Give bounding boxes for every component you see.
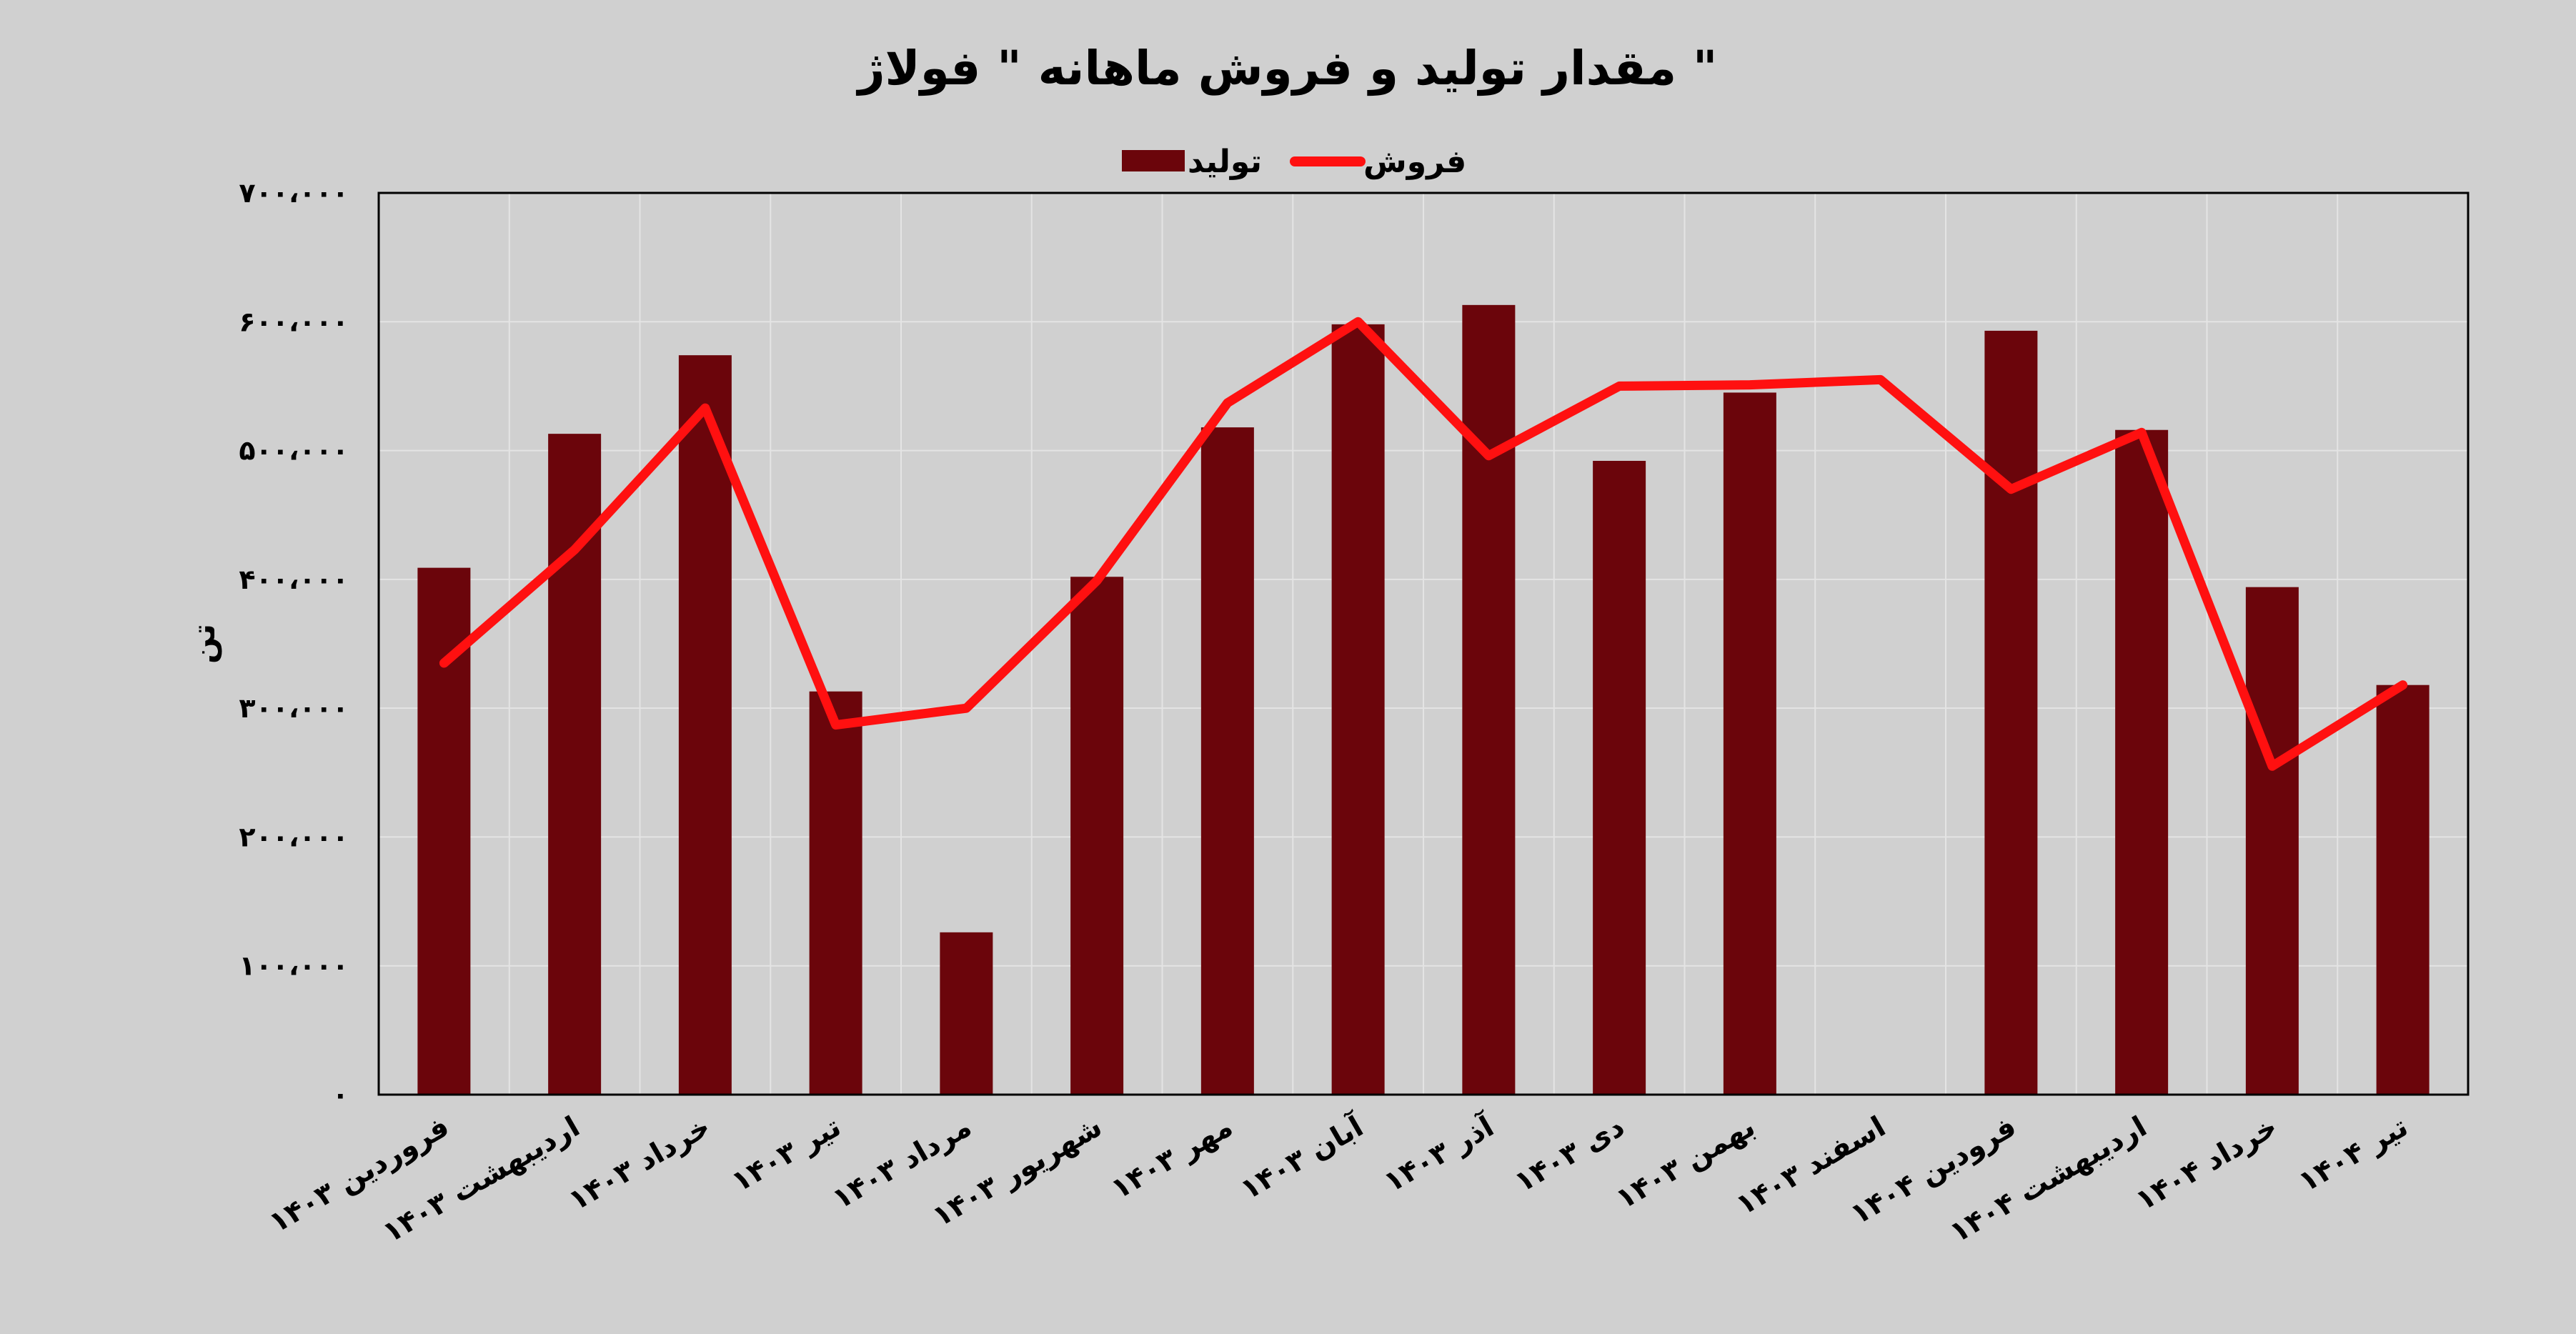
y-tick-label: ۳۰۰،۰۰۰	[239, 692, 349, 724]
y-axis-title: تن	[186, 624, 222, 664]
bar-production	[940, 932, 993, 1095]
bar-production	[1984, 330, 2038, 1095]
y-tick-label: ۵۰۰،۰۰۰	[239, 435, 349, 467]
legend-label-production: تولید	[1188, 144, 1262, 180]
bar-production	[2115, 429, 2169, 1095]
bar-production	[1462, 304, 1516, 1095]
bar-production	[2376, 685, 2430, 1095]
bar-production	[1593, 460, 1646, 1095]
y-tick-label: ۱۰۰،۰۰۰	[239, 950, 349, 982]
bar-production	[809, 691, 862, 1095]
y-tick-label: ۴۰۰،۰۰۰	[239, 564, 349, 595]
y-axis-ticks: ۰ ۱۰۰،۰۰۰ ۲۰۰،۰۰۰ ۳۰۰،۰۰۰ ۴۰۰،۰۰۰ ۵۰۰،۰۰۰ ۶۰۰،…	[239, 177, 349, 1110]
bar-production	[678, 355, 732, 1095]
y-tick-label: ۰	[332, 1079, 349, 1110]
y-tick-label: ۲۰۰،۰۰۰	[239, 821, 349, 852]
bar-production	[2245, 587, 2299, 1095]
bar-production	[1723, 392, 1776, 1095]
y-tick-label: ۷۰۰،۰۰۰	[239, 177, 349, 209]
line-sales	[439, 317, 2408, 771]
plot-frame	[377, 191, 2470, 1096]
bar-production	[1331, 324, 1385, 1095]
bars	[417, 304, 2430, 1095]
bar-production	[417, 567, 471, 1095]
legend-label-sales: فروش	[1363, 144, 1466, 180]
sales-line-group	[439, 317, 2408, 771]
legend: تولید فروش	[1122, 144, 1466, 180]
bar-production	[1200, 427, 1254, 1095]
legend-swatch-production	[1122, 150, 1185, 171]
y-tick-label: ۶۰۰،۰۰۰	[239, 306, 349, 337]
chart-title: مقدار تولید و فروش ماهانه " فولاژ "	[856, 41, 1718, 96]
bar-production	[1070, 577, 1124, 1095]
